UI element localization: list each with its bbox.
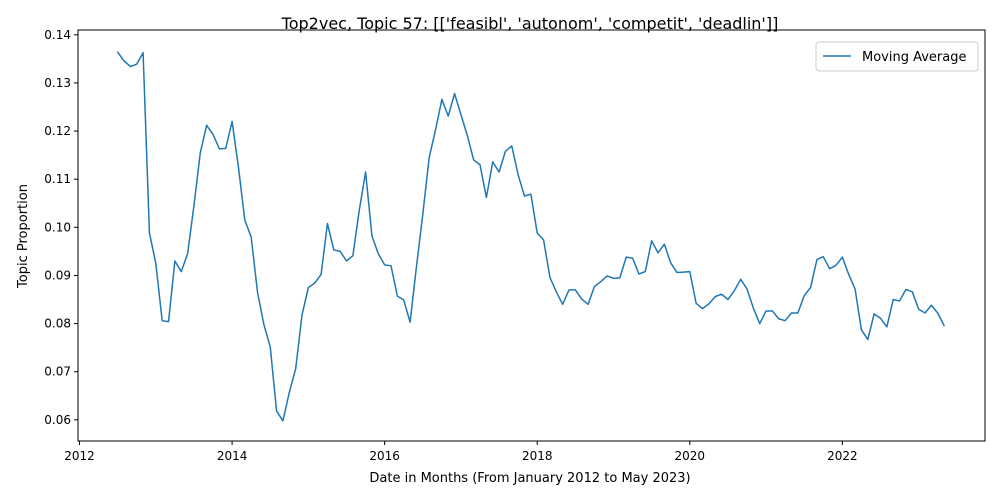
- y-tick-label: 0.14: [44, 28, 71, 42]
- series-line-moving-average: [116, 51, 945, 422]
- x-tick-label: 2014: [217, 449, 248, 463]
- y-axis: 0.06 0.07 0.08 0.09 0.10 0.11 0.12 0.13 0.14: [44, 28, 78, 427]
- y-tick-label: 0.12: [44, 124, 71, 138]
- x-tick-label: 2012: [64, 449, 95, 463]
- y-tick-label: 0.11: [44, 172, 71, 186]
- y-axis-label: Topic Proportion: [16, 184, 31, 289]
- legend-label-moving-average: Moving Average: [862, 50, 966, 65]
- y-tick-label: 0.06: [44, 413, 71, 427]
- y-tick-label: 0.07: [44, 365, 71, 379]
- legend-box: [815, 41, 979, 72]
- y-tick-label: 0.08: [44, 317, 71, 331]
- legend: Moving Average: [815, 41, 979, 72]
- x-tick-label: 2016: [369, 449, 400, 463]
- y-tick-label: 0.09: [44, 268, 71, 282]
- plot-area: [116, 51, 945, 422]
- y-tick-label: 0.13: [44, 76, 71, 90]
- x-tick-label: 2020: [675, 449, 706, 463]
- x-tick-label: 2022: [827, 449, 858, 463]
- x-tick-label: 2018: [522, 449, 553, 463]
- plot-frame: [77, 29, 986, 442]
- x-axis: 2012 2014 2016 2018 2020 2022: [64, 441, 858, 463]
- chart-title: Top2vec, Topic 57: [['feasibl', 'autonom…: [281, 14, 779, 33]
- x-axis-label: Date in Months (From January 2012 to May…: [369, 471, 690, 486]
- y-tick-label: 0.10: [44, 220, 71, 234]
